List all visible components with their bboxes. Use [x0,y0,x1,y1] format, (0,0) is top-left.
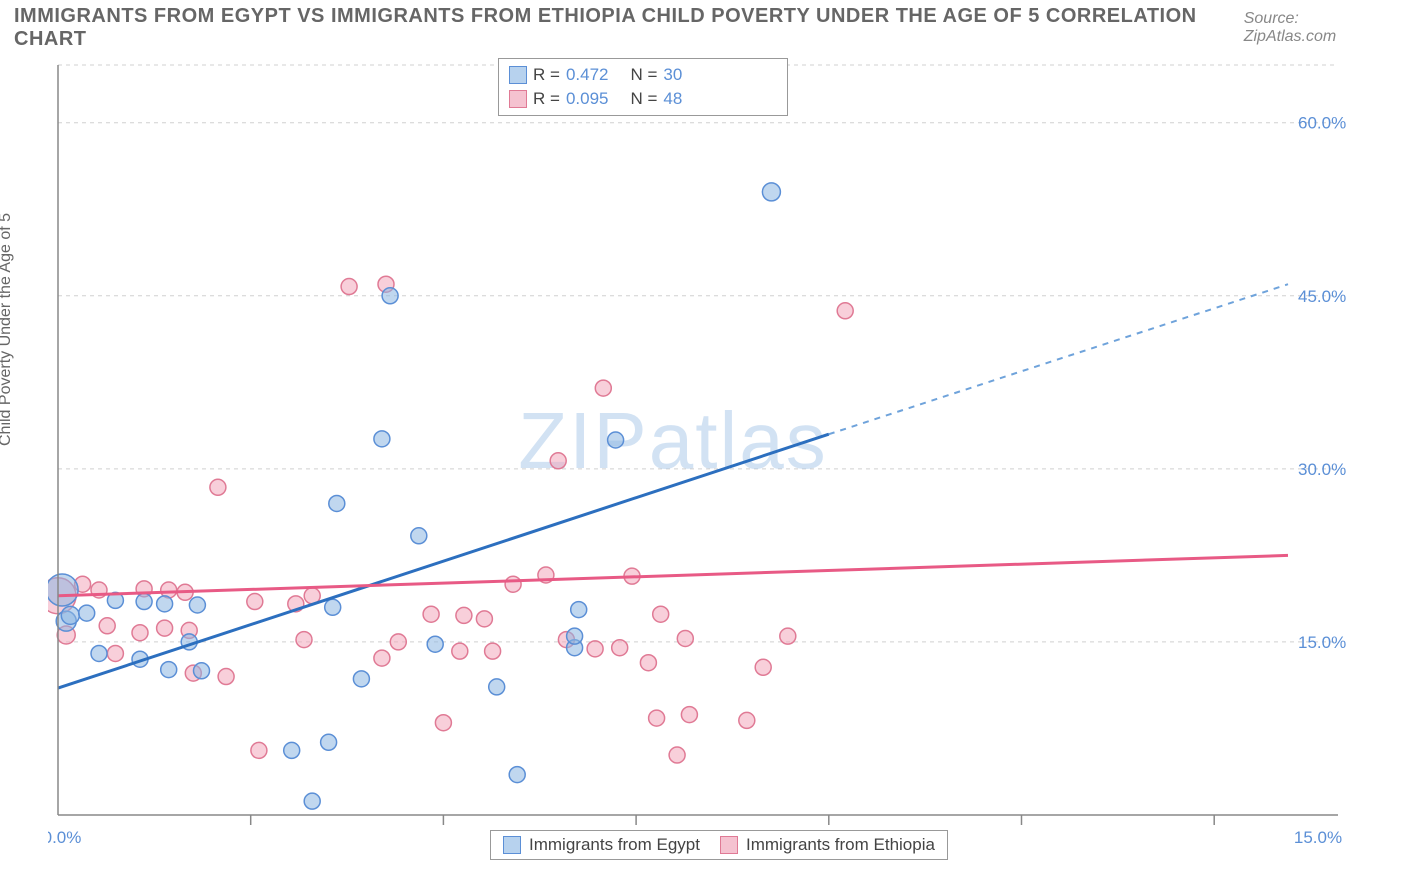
data-point-blue [374,431,390,447]
data-point-pink [218,669,234,685]
legend-blue-n: 30 [663,65,682,85]
data-point-blue [509,767,525,783]
data-point-blue [91,645,107,661]
data-point-pink [669,747,685,763]
data-point-blue [762,183,780,201]
svg-text:60.0%: 60.0% [1298,114,1346,133]
legend-blue-r: 0.472 [566,65,609,85]
data-point-pink [247,594,263,610]
trend-line-blue-extrapolated [829,284,1288,434]
chart-area: 15.0% 30.0% 45.0% 60.0% ZIPatlas 0.0% 15.0% [48,55,1348,845]
legend-item-egypt: Immigrants from Egypt [503,835,700,855]
data-point-blue [325,599,341,615]
data-point-blue [329,495,345,511]
swatch-blue-icon [503,836,521,854]
data-point-pink [251,742,267,758]
swatch-pink-icon [720,836,738,854]
svg-text:15.0%: 15.0% [1294,828,1342,845]
title-bar: IMMIGRANTS FROM EGYPT VS IMMIGRANTS FROM… [14,10,1392,46]
svg-text:45.0%: 45.0% [1298,287,1346,306]
data-point-pink [550,453,566,469]
svg-text:30.0%: 30.0% [1298,460,1346,479]
data-point-blue [567,628,583,644]
data-point-blue [284,742,300,758]
scatter-plot-svg: 15.0% 30.0% 45.0% 60.0% ZIPatlas 0.0% 15.0% [48,55,1348,845]
data-point-pink [390,634,406,650]
data-point-blue [79,605,95,621]
data-point-pink [780,628,796,644]
data-point-pink [587,641,603,657]
data-point-pink [595,380,611,396]
data-point-pink [157,620,173,636]
legend-pink-r: 0.095 [566,89,609,109]
data-point-pink [423,606,439,622]
trend-line-blue [58,434,829,688]
data-point-pink [653,606,669,622]
data-point-blue [489,679,505,695]
data-point-pink [374,650,390,666]
data-point-blue [48,574,78,606]
svg-text:0.0%: 0.0% [48,828,81,845]
data-point-pink [99,618,115,634]
data-point-pink [505,576,521,592]
swatch-pink-icon [509,90,527,108]
data-point-pink [755,659,771,675]
data-point-pink [452,643,468,659]
data-point-blue [353,671,369,687]
series-legend: Immigrants from Egypt Immigrants from Et… [490,830,948,860]
data-point-pink [640,655,656,671]
chart-title: IMMIGRANTS FROM EGYPT VS IMMIGRANTS FROM… [14,5,1244,51]
correlation-legend: R = 0.472 N = 30 R = 0.095 N = 48 [498,58,788,116]
legend-row-blue: R = 0.472 N = 30 [509,63,777,87]
data-point-pink [485,643,501,659]
data-point-blue [194,663,210,679]
data-point-blue [382,288,398,304]
data-point-pink [210,479,226,495]
trend-line-pink [58,555,1288,595]
data-point-pink [739,712,755,728]
legend-n-label: N = [630,89,657,109]
legend-r-label: R = [533,65,560,85]
svg-text:ZIPatlas: ZIPatlas [518,396,827,485]
data-point-pink [837,303,853,319]
legend-egypt-label: Immigrants from Egypt [529,835,700,855]
swatch-blue-icon [509,66,527,84]
data-point-pink [435,715,451,731]
data-point-pink [649,710,665,726]
data-point-blue [411,528,427,544]
legend-n-label: N = [630,65,657,85]
legend-row-pink: R = 0.095 N = 48 [509,87,777,111]
data-point-blue [189,597,205,613]
data-point-pink [132,625,148,641]
legend-ethiopia-label: Immigrants from Ethiopia [746,835,935,855]
data-point-blue [161,662,177,678]
data-point-blue [304,793,320,809]
y-axis-label: Child Poverty Under the Age of 5 [0,213,15,446]
data-point-pink [107,645,123,661]
source-label: Source: ZipAtlas.com [1244,10,1392,46]
data-point-blue [61,606,79,624]
legend-item-ethiopia: Immigrants from Ethiopia [720,835,935,855]
data-point-pink [681,707,697,723]
data-point-blue [608,432,624,448]
legend-r-label: R = [533,89,560,109]
data-point-pink [476,611,492,627]
data-point-blue [157,596,173,612]
data-point-pink [612,640,628,656]
data-point-blue [571,602,587,618]
data-point-blue [427,636,443,652]
data-point-pink [341,279,357,295]
data-point-pink [456,607,472,623]
data-point-blue [136,594,152,610]
legend-pink-n: 48 [663,89,682,109]
svg-text:15.0%: 15.0% [1298,633,1346,652]
data-point-pink [677,630,693,646]
data-point-blue [321,734,337,750]
data-point-pink [296,632,312,648]
